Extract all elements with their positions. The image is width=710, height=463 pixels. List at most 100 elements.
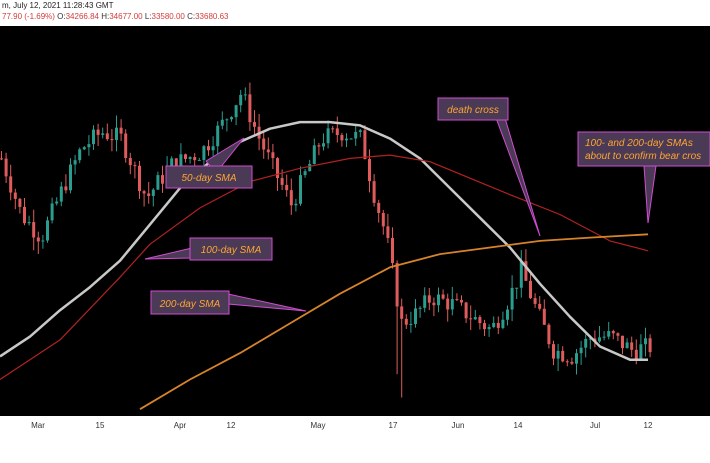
- candle-body: [303, 171, 307, 176]
- candle-body: [616, 333, 620, 336]
- candle-body: [138, 165, 141, 192]
- candle-body: [598, 337, 601, 342]
- candle-body: [193, 157, 197, 161]
- candle-body: [119, 127, 123, 134]
- candle-body: [556, 350, 560, 359]
- high-label: H:: [101, 12, 110, 21]
- time-axis-ticks: Mar 15 Apr 12 May 17 Jun 14 Jul 12: [31, 421, 653, 430]
- candle-body: [386, 226, 390, 238]
- x-tick-label: 12: [644, 421, 653, 430]
- candle-body: [299, 175, 302, 204]
- candle-body: [492, 322, 496, 328]
- candle-body: [450, 299, 454, 310]
- close-label: C:: [187, 12, 196, 21]
- candle-body: [427, 295, 431, 303]
- x-tick-label: 17: [389, 421, 398, 430]
- candle-body: [216, 125, 220, 147]
- callout-sma200-label: 200-day SMA: [159, 299, 221, 310]
- candle-body: [207, 146, 210, 151]
- x-tick-label: 15: [96, 421, 105, 430]
- candle-body: [69, 164, 72, 191]
- close-value: 33680.63: [195, 12, 229, 21]
- candle-body: [529, 280, 532, 299]
- x-tick-label: Jun: [452, 421, 465, 430]
- 50-day-sma-line: [0, 120, 648, 361]
- candle-body: [473, 317, 477, 320]
- candle-body: [101, 133, 105, 135]
- candle-body: [358, 130, 362, 132]
- price-plot-area[interactable]: 50-day SMA 100-day SMA 200-day SMA death…: [0, 26, 710, 416]
- candle-body: [561, 350, 565, 362]
- x-tick-label: Jul: [590, 421, 600, 430]
- candle-body: [312, 145, 316, 165]
- open-value: 34266.84: [65, 12, 99, 21]
- x-tick-label: 12: [227, 421, 236, 430]
- candle-body: [345, 138, 348, 141]
- time-axis[interactable]: Mar 15 Apr 12 May 17 Jun 14 Jul 12: [0, 416, 710, 458]
- candle-body: [36, 237, 40, 242]
- candle-body: [280, 178, 284, 185]
- candle-body: [133, 165, 137, 167]
- candle-body: [331, 128, 335, 130]
- candle-body: [621, 335, 624, 349]
- candle-body: [455, 299, 459, 301]
- candle-body: [552, 344, 555, 359]
- symbol-header: m, July 12, 2021 11:28:43 GMT 77.90 (-1.…: [0, 0, 710, 26]
- candle-body: [575, 353, 578, 364]
- candle-body: [276, 158, 279, 179]
- candle-body: [32, 222, 36, 238]
- candle-body: [50, 203, 54, 221]
- candle-body: [602, 336, 606, 338]
- candle-body: [538, 303, 542, 309]
- candle-body: [441, 294, 445, 299]
- callout-sma50-label: 50-day SMA: [181, 173, 236, 184]
- candle-body: [409, 323, 413, 325]
- candle-body: [18, 198, 22, 207]
- candle-body: [368, 159, 371, 182]
- candle-body: [418, 307, 422, 309]
- candle-body: [285, 184, 289, 191]
- candle-body: [96, 129, 100, 135]
- candle-body: [115, 127, 118, 140]
- candle-body: [27, 222, 31, 224]
- candlestick-series: [0, 82, 652, 398]
- candle-body: [437, 294, 440, 306]
- candle-body: [202, 146, 206, 160]
- candle-body: [87, 144, 91, 148]
- candle-body: [308, 164, 312, 172]
- candle-body: [230, 117, 233, 120]
- high-value: 34677.00: [109, 12, 143, 21]
- candle-body: [570, 361, 574, 364]
- candle-body: [271, 152, 275, 159]
- candle-body: [82, 147, 86, 150]
- header-ohlc: 77.90 (-1.69%) O:34266.84 H:34677.00 L:3…: [2, 12, 228, 22]
- 100-day-sma-line: [0, 154, 649, 381]
- candlestick-chart[interactable]: 50-day SMA 100-day SMA 200-day SMA death…: [0, 26, 710, 416]
- candle-body: [262, 138, 266, 150]
- candle-body: [197, 159, 201, 161]
- candle-body: [349, 138, 353, 140]
- candle-body: [400, 306, 404, 319]
- candle-body: [124, 133, 128, 159]
- candle-body: [317, 145, 321, 147]
- candle-body: [266, 149, 270, 153]
- header-date: m, July 12, 2021 11:28:43 GMT: [2, 1, 114, 10]
- candle-body: [395, 263, 399, 307]
- candle-body: [644, 338, 647, 345]
- candle-body: [432, 302, 436, 306]
- time-axis-svg: Mar 15 Apr 12 May 17 Jun 14 Jul 12: [31, 421, 653, 430]
- candle-body: [579, 347, 583, 354]
- sma-lines: [0, 120, 649, 410]
- candle-body: [634, 349, 638, 359]
- callout-bear-cross: 100- and 200-day SMAs about to confirm b…: [577, 131, 710, 224]
- candle-body: [248, 94, 252, 123]
- candle-body: [110, 139, 114, 141]
- callout-death-cross: death cross: [437, 97, 541, 237]
- candle-body: [78, 149, 82, 161]
- candle-body: [59, 186, 63, 202]
- candle-body: [460, 299, 463, 303]
- candle-body: [128, 158, 132, 166]
- x-tick-label: May: [310, 421, 325, 430]
- callout-sma50: 50-day SMA: [165, 137, 253, 189]
